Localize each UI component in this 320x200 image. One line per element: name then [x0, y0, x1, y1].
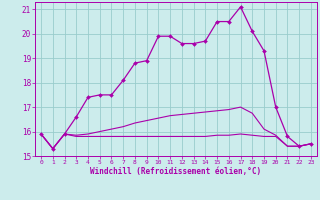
X-axis label: Windchill (Refroidissement éolien,°C): Windchill (Refroidissement éolien,°C) [91, 167, 261, 176]
